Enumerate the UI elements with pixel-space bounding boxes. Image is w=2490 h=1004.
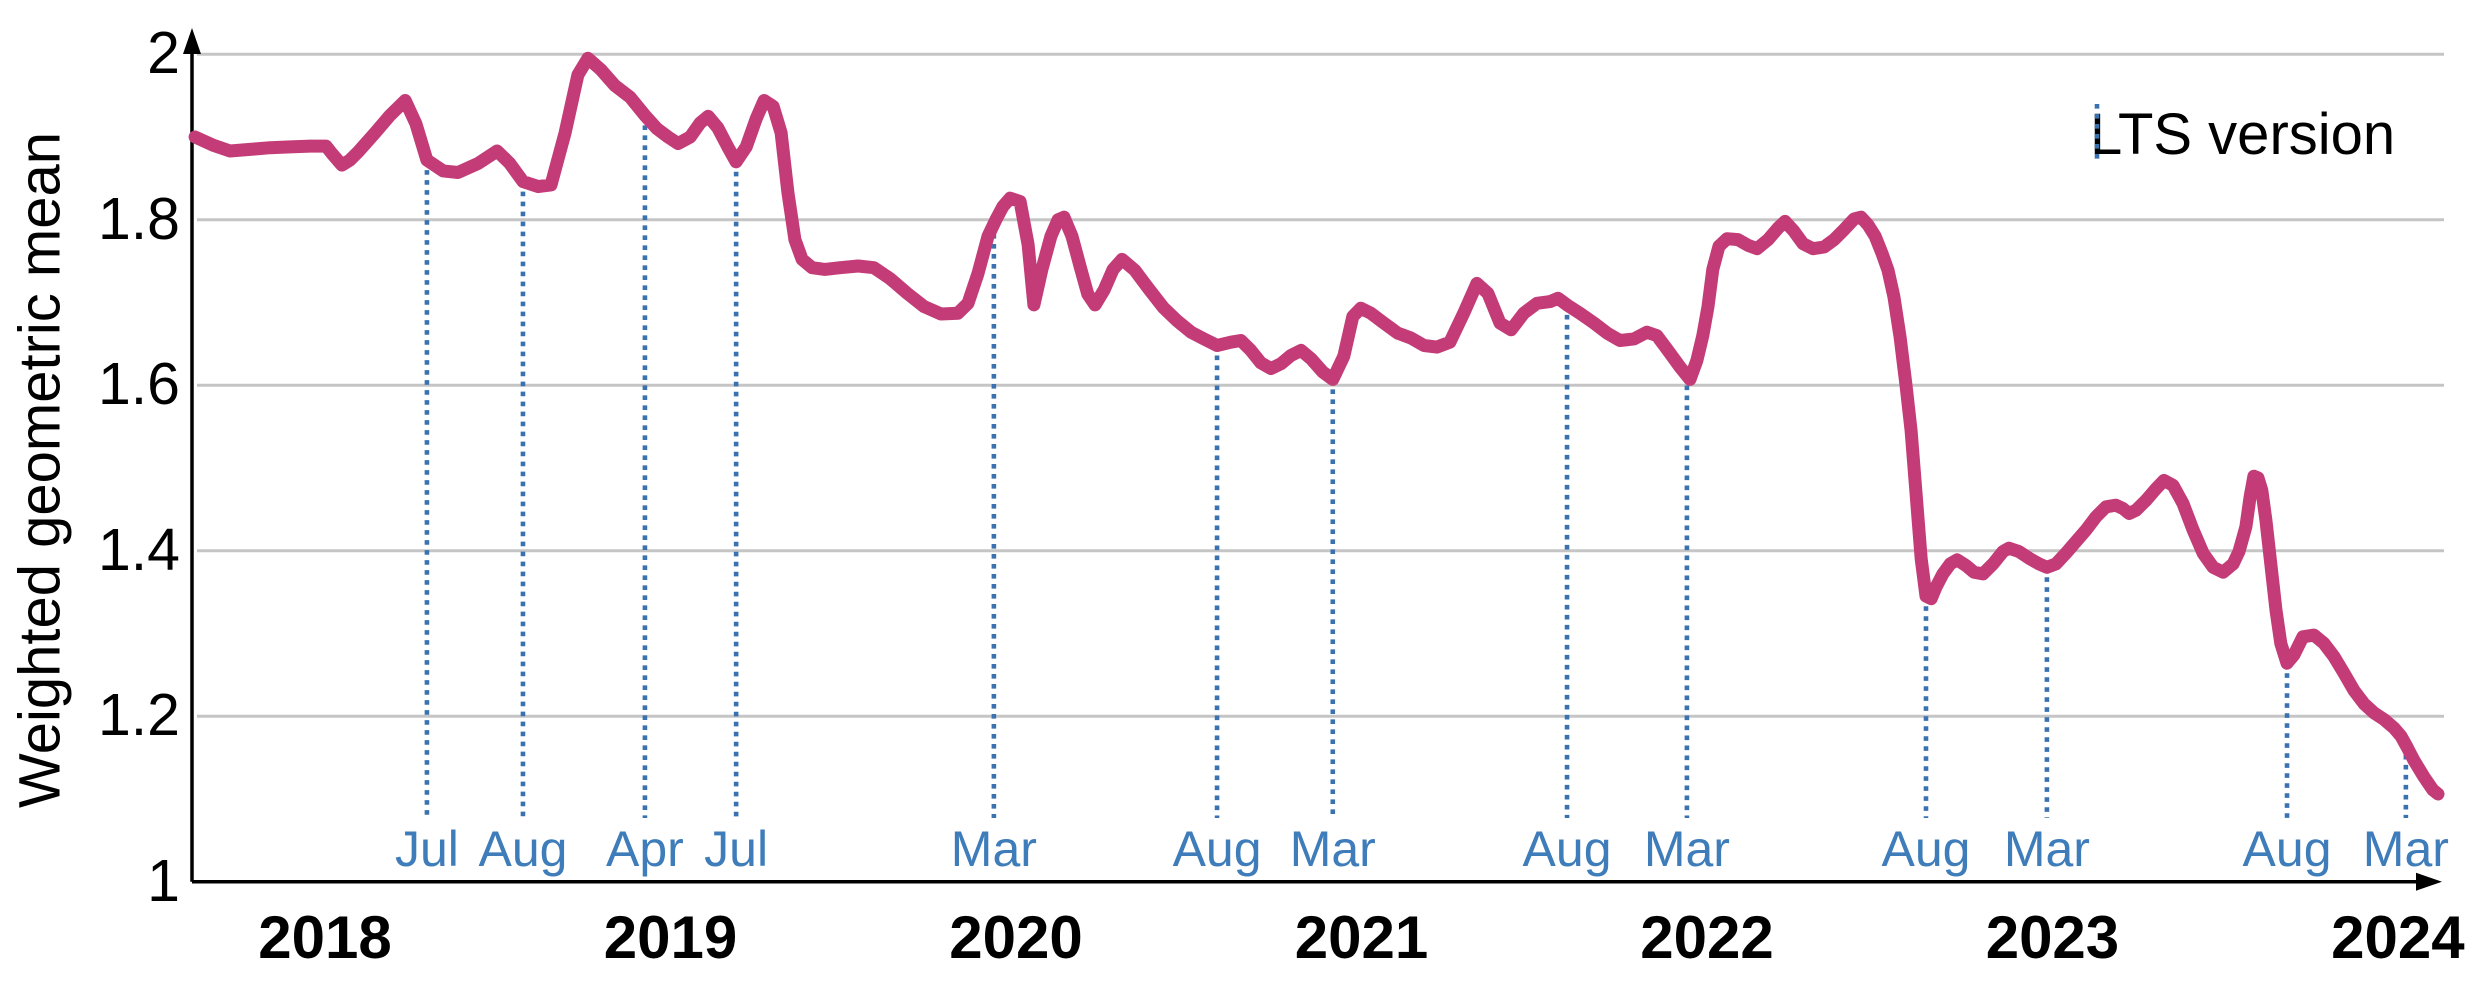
x-tick-label: 2022 bbox=[1640, 904, 1774, 971]
lts-month-label: Jul bbox=[394, 821, 459, 877]
lts-month-label: Jul bbox=[704, 821, 769, 877]
lts-month-label: Mar bbox=[2362, 821, 2449, 877]
series-line bbox=[188, 51, 2445, 801]
lts-month-label: Mar bbox=[1643, 821, 1730, 877]
y-tick-label: 1.2 bbox=[97, 682, 180, 749]
x-tick-label: 2019 bbox=[603, 904, 738, 971]
y-tick-label: 1.6 bbox=[97, 351, 180, 418]
y-tick-label: 1.8 bbox=[97, 185, 180, 252]
lts-month-label: Mar bbox=[2003, 821, 2090, 877]
lts-month-label: Mar bbox=[950, 821, 1037, 877]
y-tick-label: 2 bbox=[147, 20, 180, 87]
y-tick-label: 1 bbox=[147, 847, 180, 914]
y-tick-label: 1.4 bbox=[97, 516, 180, 583]
x-axis-arrow-icon bbox=[2416, 872, 2442, 891]
x-tick-label: 2024 bbox=[2331, 904, 2465, 971]
lts-month-label: Mar bbox=[1289, 821, 1376, 877]
legend: LTS version bbox=[2090, 101, 2395, 168]
legend-label: LTS version bbox=[2090, 102, 2396, 167]
y-axis-arrow-icon bbox=[183, 28, 201, 54]
lts-month-label: Aug bbox=[1172, 821, 1262, 877]
x-tick-label: 2023 bbox=[1985, 904, 2120, 971]
lts-month-label: Aug bbox=[2242, 821, 2332, 877]
x-tick-label: 2021 bbox=[1294, 904, 1429, 971]
lts-dotted-line-icon bbox=[2094, 104, 2100, 164]
x-tick-label: 2018 bbox=[258, 904, 392, 971]
x-tick-label: 2020 bbox=[949, 904, 1083, 971]
lts-month-label: Aug bbox=[478, 821, 568, 877]
lts-month-label: Aug bbox=[1881, 821, 1971, 877]
lts-month-label: Apr bbox=[606, 821, 684, 877]
lts-month-label: Aug bbox=[1522, 821, 1612, 877]
